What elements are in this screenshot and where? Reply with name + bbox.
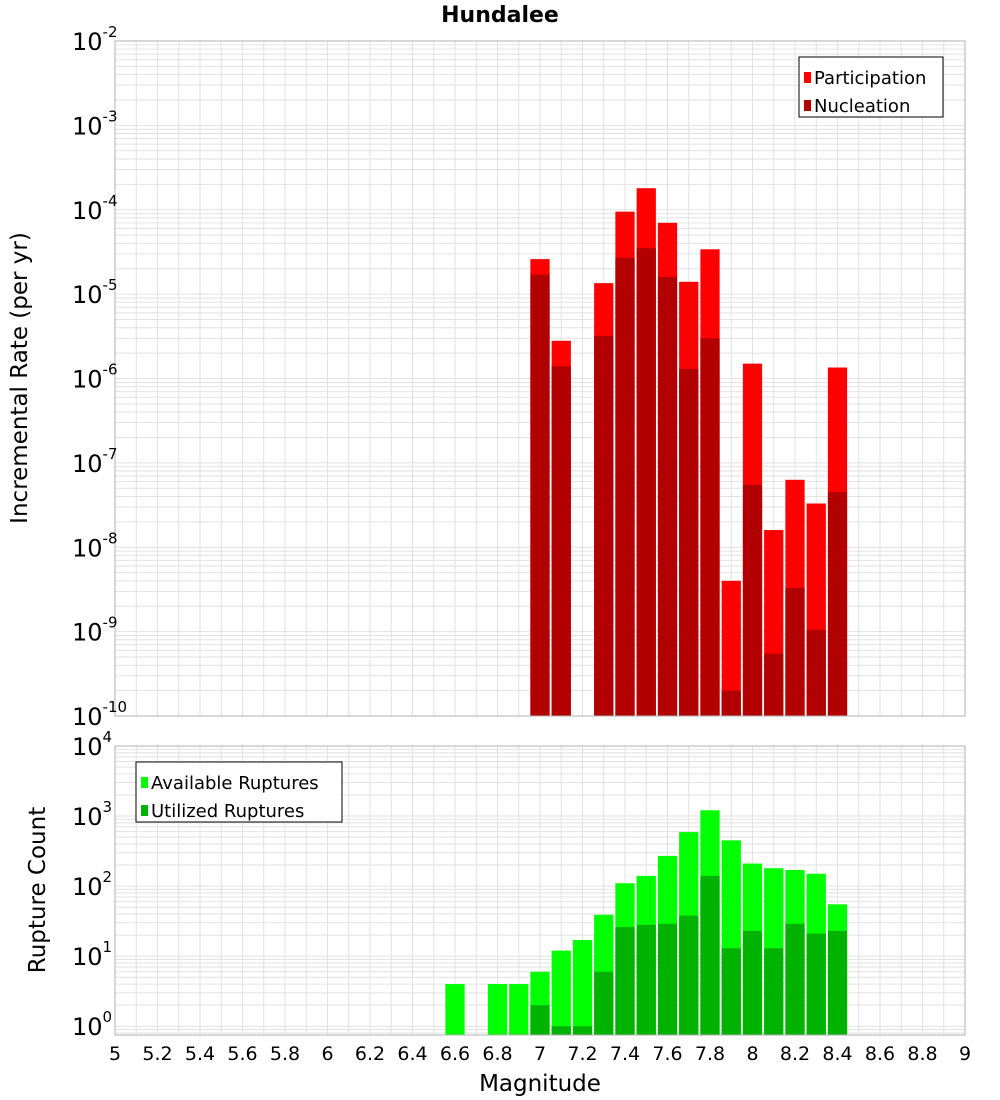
x-tick-label: 7.8 xyxy=(695,1043,725,1065)
chart-title: Hundalee xyxy=(441,3,559,28)
participation-legend-label: Participation xyxy=(814,68,926,89)
y-tick-label: 10-5 xyxy=(72,276,118,309)
y-tick-label: 10-7 xyxy=(72,445,118,478)
x-tick-label: 7.6 xyxy=(652,1043,682,1065)
y-tick-label: 100 xyxy=(72,1008,112,1041)
x-tick-label: 6.6 xyxy=(440,1043,470,1065)
y-tick-label: 102 xyxy=(72,868,112,901)
legend: Participation Nucleation xyxy=(798,56,944,118)
y-tick-label: 101 xyxy=(72,938,112,971)
nucleation-bar xyxy=(657,276,678,716)
nucleation-bar xyxy=(615,257,635,716)
x-tick-label: 7 xyxy=(534,1043,546,1065)
x-tick-label: 8 xyxy=(746,1043,758,1065)
available-legend-swatch xyxy=(141,777,148,788)
available-legend-label: Available Ruptures xyxy=(151,773,319,794)
nucleation-bar xyxy=(806,629,826,716)
utilized-bar xyxy=(785,923,805,1035)
bottom-y-axis-label: Rupture Count xyxy=(25,807,51,973)
x-tick-label: 8.8 xyxy=(907,1043,937,1065)
x-tick-label: 5.6 xyxy=(227,1043,257,1065)
utilized-bar xyxy=(806,933,826,1035)
nucleation-bar xyxy=(785,587,805,716)
x-tick-label: 7.2 xyxy=(567,1043,597,1065)
available-bar xyxy=(487,984,508,1035)
available-bar xyxy=(572,940,593,1035)
y-tick-label: 10-2 xyxy=(72,23,118,56)
bars xyxy=(445,810,848,1035)
utilized-bar xyxy=(615,927,635,1035)
nucleation-bar xyxy=(679,368,699,716)
y-tick-label: 103 xyxy=(72,798,112,831)
x-tick-label: 6.8 xyxy=(482,1043,512,1065)
x-tick-label: 6.2 xyxy=(355,1043,385,1065)
nucleation-legend-label: Nucleation xyxy=(814,96,910,117)
y-tick-label: 10-8 xyxy=(72,529,118,562)
x-tick-label: 6 xyxy=(321,1043,333,1065)
y-tick-label: 10-9 xyxy=(72,614,118,647)
bars xyxy=(530,188,848,717)
x-tick-label: 5.2 xyxy=(142,1043,172,1065)
x-tick-label: 8.2 xyxy=(780,1043,810,1065)
utilized-legend-label: Utilized Ruptures xyxy=(151,801,304,822)
available-bar xyxy=(509,984,529,1035)
available-bar xyxy=(445,984,465,1035)
utilized-bar xyxy=(721,948,741,1035)
y-tick-label: 10-6 xyxy=(72,361,118,394)
utilized-bar xyxy=(594,971,614,1035)
legend: Available Ruptures Utilized Ruptures xyxy=(135,761,343,823)
x-tick-label: 5.4 xyxy=(185,1043,215,1065)
participation-bar xyxy=(721,580,741,716)
y-tick-label: 10-4 xyxy=(72,192,118,225)
participation-legend-swatch xyxy=(804,72,811,83)
available-bar xyxy=(551,950,571,1035)
plot-frame xyxy=(114,40,966,717)
nucleation-bar xyxy=(594,335,614,716)
count-panel: 100 101 102 103 104 Available Ruptures Utilize… xyxy=(72,728,966,1041)
top-y-axis-label: Incremental Rate (per yr) xyxy=(7,232,33,524)
utilized-bar xyxy=(742,930,763,1035)
x-ticks: 5 5.2 5.4 5.6 5.8 6 6.2 6.4 6.6 6.8 7 7.2 7.4 7.6 7.8 8… xyxy=(109,1043,971,1065)
x-tick-label: 8.4 xyxy=(822,1043,852,1065)
utilized-bar xyxy=(572,1026,593,1035)
plot-frame xyxy=(114,745,966,1036)
nucleation-legend-swatch xyxy=(804,100,811,111)
x-tick-label: 6.4 xyxy=(397,1043,427,1065)
y-tick-label: 104 xyxy=(72,728,112,761)
nucleation-bar xyxy=(530,274,550,716)
utilized-bar xyxy=(764,948,784,1035)
utilized-legend-swatch xyxy=(141,805,148,816)
x-tick-label: 5 xyxy=(109,1043,121,1065)
x-tick-label: 8.6 xyxy=(865,1043,895,1065)
nucleation-bar xyxy=(636,248,656,717)
utilized-bar xyxy=(530,1005,550,1035)
nucleation-bar xyxy=(742,484,763,716)
utilized-bar xyxy=(551,1026,571,1035)
nucleation-bar xyxy=(721,690,741,716)
utilized-bar xyxy=(636,924,656,1035)
y-tick-label: 10-10 xyxy=(72,698,127,731)
rate-panel: 10-2 10-3 10-4 10-5 10-6 10-7 10-8 10-9 10-10 Par… xyxy=(72,23,966,731)
x-tick-label: 5.8 xyxy=(270,1043,300,1065)
x-tick-label: 9 xyxy=(959,1043,971,1065)
utilized-bar xyxy=(700,875,720,1035)
nucleation-bar xyxy=(827,492,848,716)
nucleation-bar xyxy=(700,338,720,716)
x-axis-label: Magnitude xyxy=(479,1071,601,1097)
nucleation-bar xyxy=(764,653,784,716)
x-tick-label: 7.4 xyxy=(610,1043,640,1065)
utilized-bar xyxy=(827,930,848,1035)
utilized-bar xyxy=(679,915,699,1035)
y-tick-label: 10-3 xyxy=(72,107,118,140)
nucleation-bar xyxy=(551,366,571,716)
utilized-bar xyxy=(657,923,678,1035)
